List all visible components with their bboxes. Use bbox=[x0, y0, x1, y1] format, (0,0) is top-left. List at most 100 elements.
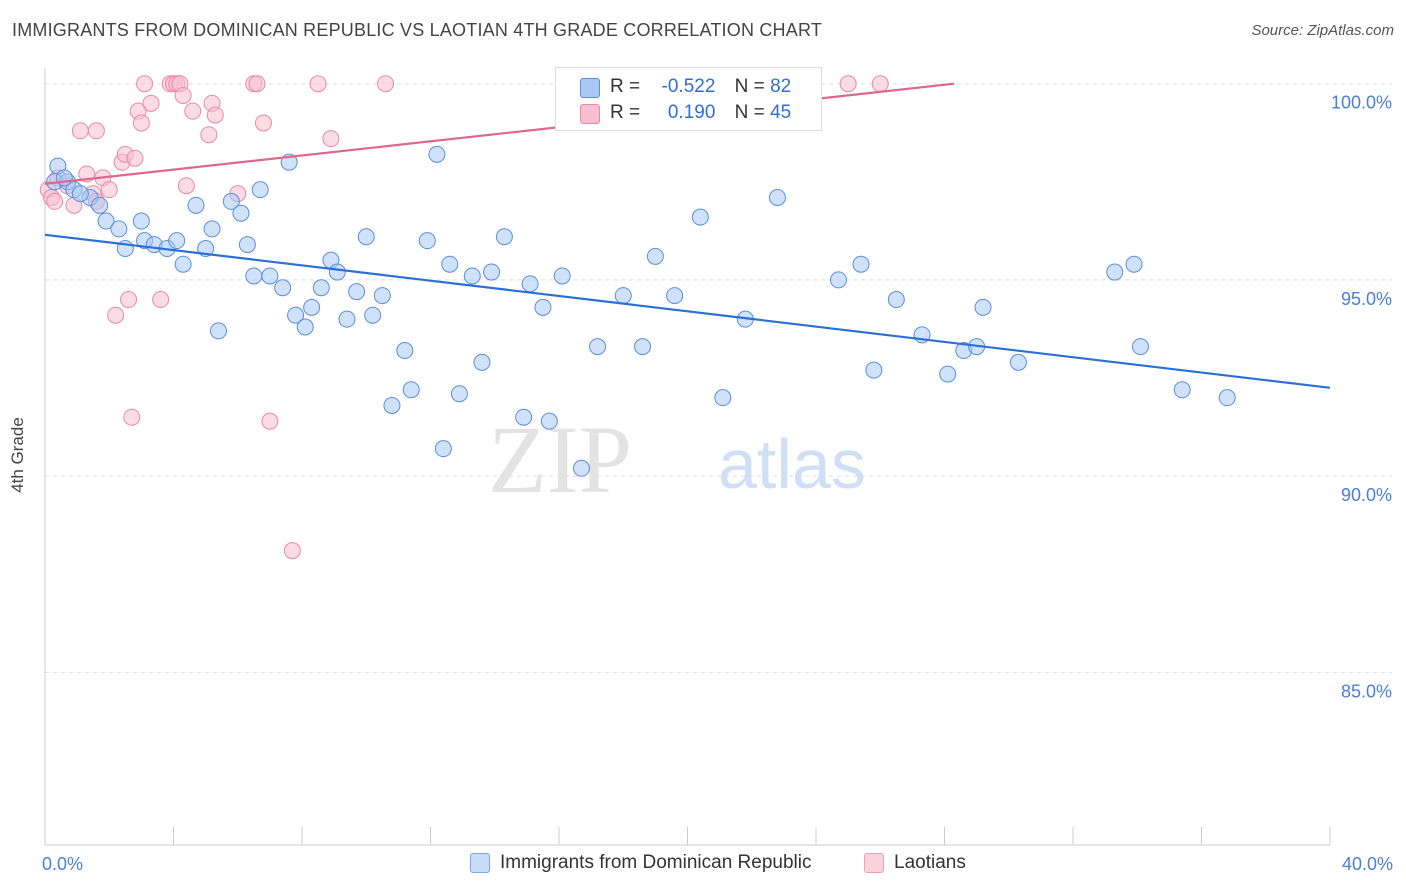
point-laotian bbox=[200, 126, 218, 144]
point-dominican bbox=[71, 185, 89, 203]
point-dominican bbox=[515, 408, 533, 426]
point-dominican bbox=[364, 306, 382, 324]
point-dominican bbox=[1106, 263, 1124, 281]
point-dominican bbox=[483, 263, 501, 281]
point-dominican bbox=[1218, 389, 1236, 407]
point-dominican bbox=[261, 267, 279, 285]
watermark: ZIP atlas bbox=[488, 406, 866, 513]
legend-n-label: N = bbox=[734, 102, 765, 123]
x-tick-label-max: 40.0% bbox=[1342, 854, 1393, 874]
point-dominican bbox=[589, 338, 607, 356]
watermark-zip: ZIP bbox=[488, 406, 632, 513]
legend-n-label: N = bbox=[734, 76, 765, 97]
point-dominican bbox=[55, 169, 73, 187]
point-dominican bbox=[238, 236, 256, 254]
point-dominican bbox=[434, 440, 452, 458]
point-laotian bbox=[107, 306, 125, 324]
point-laotian bbox=[322, 130, 340, 148]
point-laotian bbox=[184, 102, 202, 120]
point-dominican bbox=[97, 212, 115, 230]
point-dominican bbox=[373, 287, 391, 305]
point-dominican bbox=[768, 189, 786, 206]
point-laotian bbox=[261, 412, 279, 430]
point-dominican bbox=[646, 247, 664, 265]
grid-lines bbox=[45, 83, 1392, 673]
point-dominican bbox=[829, 271, 847, 289]
point-dominican bbox=[441, 255, 459, 273]
chart-source: Source: ZipAtlas.com bbox=[1251, 22, 1394, 39]
point-dominican bbox=[274, 279, 292, 297]
y-tick-label: 85.0% bbox=[1341, 681, 1392, 701]
legend-swatch-blue bbox=[580, 78, 600, 98]
point-laotian bbox=[377, 75, 395, 93]
point-dominican bbox=[1125, 255, 1143, 273]
point-dominican bbox=[428, 145, 446, 163]
point-laotian bbox=[871, 75, 889, 93]
point-laotian bbox=[120, 291, 138, 309]
point-laotian bbox=[100, 181, 118, 199]
point-dominican bbox=[312, 279, 330, 297]
legend-n-value: 82 bbox=[770, 76, 792, 97]
axes bbox=[44, 68, 1331, 846]
chart-title: IMMIGRANTS FROM DOMINICAN REPUBLIC VS LA… bbox=[12, 20, 823, 40]
point-dominican bbox=[450, 385, 468, 403]
legend-swatch-pink bbox=[864, 853, 884, 873]
point-laotian bbox=[309, 75, 327, 93]
point-dominican bbox=[691, 208, 709, 226]
point-dominican bbox=[91, 196, 109, 214]
y-tick-label: 100.0% bbox=[1331, 93, 1392, 113]
legend-r-label: R = bbox=[610, 102, 641, 123]
x-tick-label-min: 0.0% bbox=[42, 854, 83, 874]
point-laotian bbox=[177, 177, 195, 195]
point-dominican bbox=[396, 342, 414, 360]
watermark-atlas: atlas bbox=[718, 425, 866, 503]
point-dominican bbox=[251, 181, 269, 199]
y-tick-label: 90.0% bbox=[1341, 485, 1392, 505]
point-dominican bbox=[348, 283, 366, 301]
legend-r-value: 0.190 bbox=[667, 102, 716, 123]
point-dominican bbox=[222, 192, 240, 210]
point-laotian bbox=[87, 122, 105, 140]
point-laotian bbox=[46, 192, 64, 210]
point-dominican bbox=[666, 287, 684, 305]
point-laotian bbox=[152, 291, 170, 309]
trend-line-dominican bbox=[44, 233, 1331, 389]
point-dominican bbox=[383, 396, 401, 414]
point-dominican bbox=[572, 459, 590, 477]
point-laotian bbox=[71, 122, 89, 140]
point-dominican bbox=[1009, 353, 1027, 371]
point-dominican bbox=[418, 232, 436, 250]
point-dominican bbox=[245, 267, 263, 285]
point-dominican bbox=[402, 381, 420, 399]
legend-r-value: -0.522 bbox=[661, 76, 716, 97]
legend-label-laotians: Laotians bbox=[894, 852, 966, 873]
point-laotian bbox=[839, 75, 857, 93]
point-dominican bbox=[338, 310, 356, 328]
correlation-legend: R = -0.522 N = 82 R = 0.190 N = 45 bbox=[555, 67, 822, 131]
point-dominican bbox=[614, 287, 632, 305]
point-dominican bbox=[1131, 338, 1149, 356]
point-dominican bbox=[714, 389, 732, 407]
tick-labels: 100.0% 95.0% 90.0% 85.0% 0.0% 40.0% bbox=[42, 93, 1393, 874]
point-dominican bbox=[852, 255, 870, 273]
legend-r-label: R = bbox=[610, 76, 641, 97]
point-dominican bbox=[473, 353, 491, 371]
point-dominican bbox=[540, 412, 558, 430]
point-dominican bbox=[534, 298, 552, 316]
point-dominican bbox=[463, 267, 481, 285]
point-laotian bbox=[248, 75, 266, 93]
point-dominican bbox=[357, 228, 375, 246]
point-laotian bbox=[283, 542, 301, 560]
point-dominican bbox=[865, 361, 883, 379]
point-dominican bbox=[328, 263, 346, 281]
point-laotian bbox=[142, 94, 160, 112]
point-dominican bbox=[939, 365, 957, 383]
legend-swatch-blue bbox=[470, 853, 490, 873]
point-dominican bbox=[296, 318, 314, 336]
point-laotian bbox=[254, 114, 272, 132]
legend-swatch-pink bbox=[580, 104, 600, 124]
point-dominican bbox=[168, 232, 186, 250]
y-tick-label: 95.0% bbox=[1341, 289, 1392, 309]
point-laotian bbox=[126, 149, 144, 167]
